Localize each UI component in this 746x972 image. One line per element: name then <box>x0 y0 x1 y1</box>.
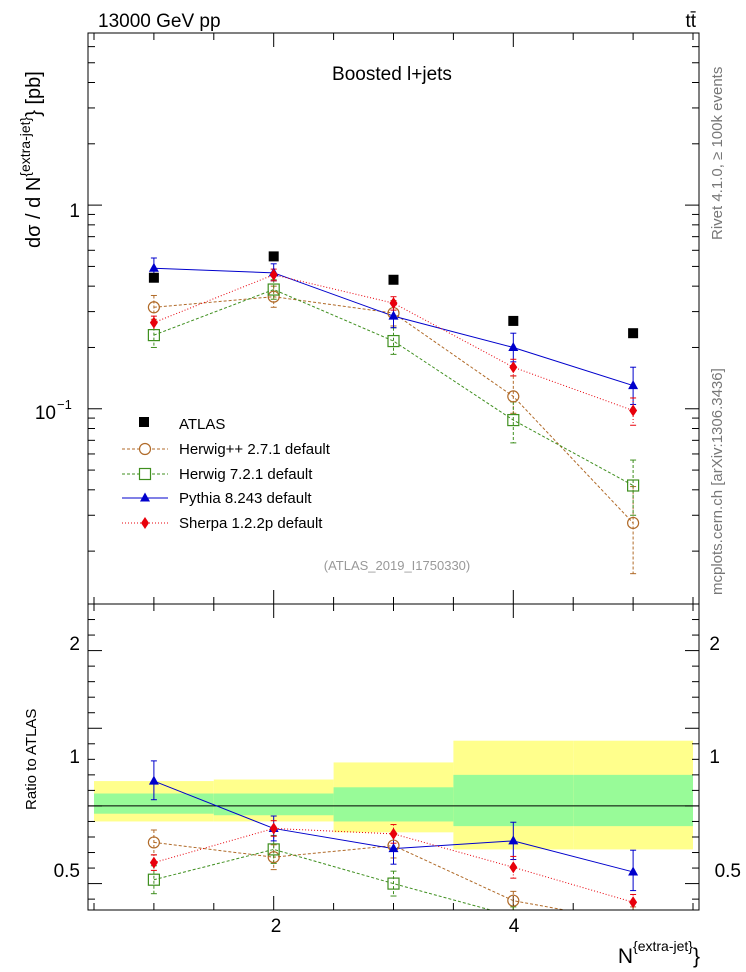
process-label: tt̄ <box>685 11 696 32</box>
ratio-point-sherpa-1-2-2p-default <box>389 827 398 840</box>
ytick-exp: −1 <box>57 397 72 412</box>
main-line-herwig-7-2-1-default <box>153 288 634 486</box>
main-point-pythia-8-243-default <box>628 380 639 390</box>
legend-label-pythia: Pythia 8.243 default <box>179 490 312 507</box>
legend-label-herwig7: Herwig 7.2.1 default <box>179 466 313 483</box>
main-point-atlas <box>148 272 159 283</box>
analysis-watermark: (ATLAS_2019_I1750330) <box>324 558 470 573</box>
ytick-label-0.1: 10 <box>35 403 56 424</box>
xtick-label-2: 2 <box>271 916 282 937</box>
legend-entry-pythia: Pythia 8.243 default <box>122 490 312 507</box>
ratio-point-pythia-8-243-default <box>508 835 519 845</box>
main-point-atlas <box>388 274 399 285</box>
legend-marker-atlas <box>139 417 149 427</box>
legend-label-atlas: ATLAS <box>179 416 225 433</box>
main-ylabel: dσ / d N{extra-jet}} [pb] <box>17 71 45 248</box>
legend-entry-sherpa: Sherpa 1.2.2p default <box>122 515 323 532</box>
ratio-band-stat <box>213 793 334 816</box>
ratio-point-sherpa-1-2-2p-default <box>149 856 158 869</box>
main-point-sherpa-1-2-2p-default <box>149 316 158 329</box>
legend-entry-herwigpp: Herwig++ 2.7.1 default <box>122 441 331 458</box>
ratio-band-stat <box>573 774 694 827</box>
ratio-line-herwig-7-2-1-default <box>153 848 493 910</box>
ylabel-main: dσ / d N <box>23 177 45 248</box>
ratio-point-sherpa-1-2-2p-default <box>269 822 278 835</box>
ratio-ytick-label-1: 1 <box>69 747 80 768</box>
ytick-label-1: 1 <box>69 201 80 222</box>
ratio-ylabel: Ratio to ATLAS <box>23 709 40 810</box>
ratio-ytick-label-0.5: 0.5 <box>54 861 80 882</box>
ratio-point-herwig-7-2-1-default <box>147 873 160 886</box>
main-title: Boosted l+jets <box>332 64 452 85</box>
ratio-point-pythia-8-243-default <box>148 775 159 785</box>
legend-marker-pythia <box>140 492 150 502</box>
main-point-atlas <box>508 315 519 326</box>
ratio-frame <box>87 603 700 911</box>
main-point-herwig-2-7-1-default <box>507 390 520 403</box>
legend-label-herwigpp: Herwig++ 2.7.1 default <box>179 441 331 458</box>
legend-marker-herwigpp <box>138 442 152 456</box>
energy-label: 13000 GeV pp <box>98 11 221 32</box>
main-point-herwig-7-2-1-default <box>507 413 520 427</box>
ratio-band-stat <box>453 774 574 827</box>
ratio-ytick-label-2: 2 <box>69 634 80 655</box>
mcplots-label: mcplots.cern.ch [arXiv:1306.3436] <box>709 368 726 595</box>
ratio-point-pythia-8-243-default <box>388 843 399 853</box>
ylabel-unit: } [pb] <box>23 71 45 117</box>
main-point-herwig-2-7-1-default <box>147 301 160 314</box>
ratio-band-stat <box>93 793 214 814</box>
xlabel: N{extra-jet}} <box>618 938 700 968</box>
ratio-ytick-label-right-1: 1 <box>709 747 720 768</box>
main-point-herwig-2-7-1-default <box>267 290 280 303</box>
main-point-pythia-8-243-default <box>508 341 519 351</box>
legend-label-sherpa: Sherpa 1.2.2p default <box>179 515 323 532</box>
ylabel-sup: {extra-jet} <box>17 116 33 176</box>
ratio-band-stat <box>333 787 454 822</box>
main-point-pythia-8-243-default <box>388 310 399 320</box>
ratio-point-herwig-2-7-1-default <box>267 851 280 864</box>
ratio-point-pythia-8-243-default <box>628 866 639 876</box>
main-point-herwig-7-2-1-default <box>147 329 160 342</box>
main-point-herwig-7-2-1-default <box>267 283 280 296</box>
main-panel: Boosted l+jets (ATLAS_2019_I1750330) dσ … <box>17 32 700 605</box>
legend-entry-herwig7: Herwig 7.2.1 default <box>122 466 313 483</box>
ratio-ytick-label-right-0.5: 0.5 <box>715 861 741 882</box>
main-point-herwig-2-7-1-default <box>627 516 640 530</box>
ratio-panel: Ratio to ATLAS 0.5 1 2 0.5 1 2 2 4 N{ext… <box>23 603 741 968</box>
main-point-sherpa-1-2-2p-default <box>509 361 518 374</box>
main-line-sherpa-1-2-2p-default <box>153 274 634 412</box>
ratio-point-sherpa-1-2-2p-default <box>509 861 518 874</box>
ratio-point-herwig-2-7-1-default <box>147 836 160 849</box>
xtick-label-4: 4 <box>509 916 520 937</box>
main-point-atlas <box>268 251 279 262</box>
main-point-sherpa-1-2-2p-default <box>389 297 398 310</box>
main-point-pythia-8-243-default <box>148 262 159 272</box>
xlabel-close: } <box>693 945 700 968</box>
ratio-point-herwig-2-7-1-default <box>507 894 520 907</box>
ratio-point-herwig-7-2-1-default <box>267 843 280 856</box>
main-point-sherpa-1-2-2p-default <box>269 268 278 281</box>
main-point-sherpa-1-2-2p-default <box>629 404 638 417</box>
main-point-atlas <box>628 328 639 339</box>
legend-marker-herwig7 <box>138 467 152 481</box>
xlabel-main: N <box>618 945 633 968</box>
rivet-label: Rivet 4.1.0, ≥ 100k events <box>709 67 726 240</box>
legend: ATLAS Herwig++ 2.7.1 default Herwig 7.2.… <box>122 416 331 532</box>
xlabel-sup: {extra-jet} <box>633 938 693 954</box>
main-point-herwig-7-2-1-default <box>627 479 640 492</box>
ratio-point-herwig-7-2-1-default <box>387 877 400 890</box>
legend-marker-sherpa <box>141 517 149 529</box>
main-point-herwig-7-2-1-default <box>387 334 400 348</box>
legend-entry-atlas: ATLAS <box>139 416 225 433</box>
svg-text:dσ / d N{extra-jet}} [pb]: dσ / d N{extra-jet}} [pb] <box>17 71 45 248</box>
ratio-ytick-label-right-2: 2 <box>709 634 720 655</box>
ratio-point-sherpa-1-2-2p-default <box>629 896 638 909</box>
